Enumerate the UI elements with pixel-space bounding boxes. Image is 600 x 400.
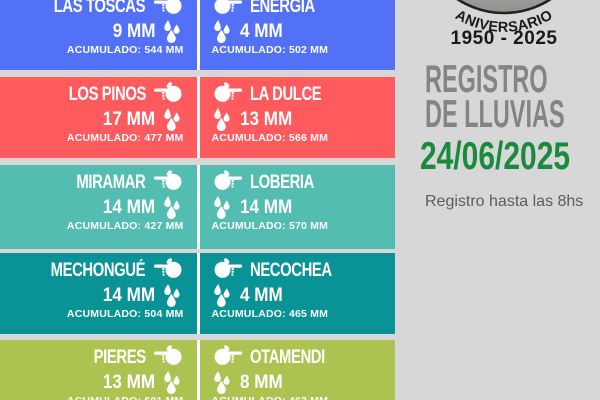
svg-text:1950 - 2025: 1950 - 2025 [451, 28, 558, 49]
